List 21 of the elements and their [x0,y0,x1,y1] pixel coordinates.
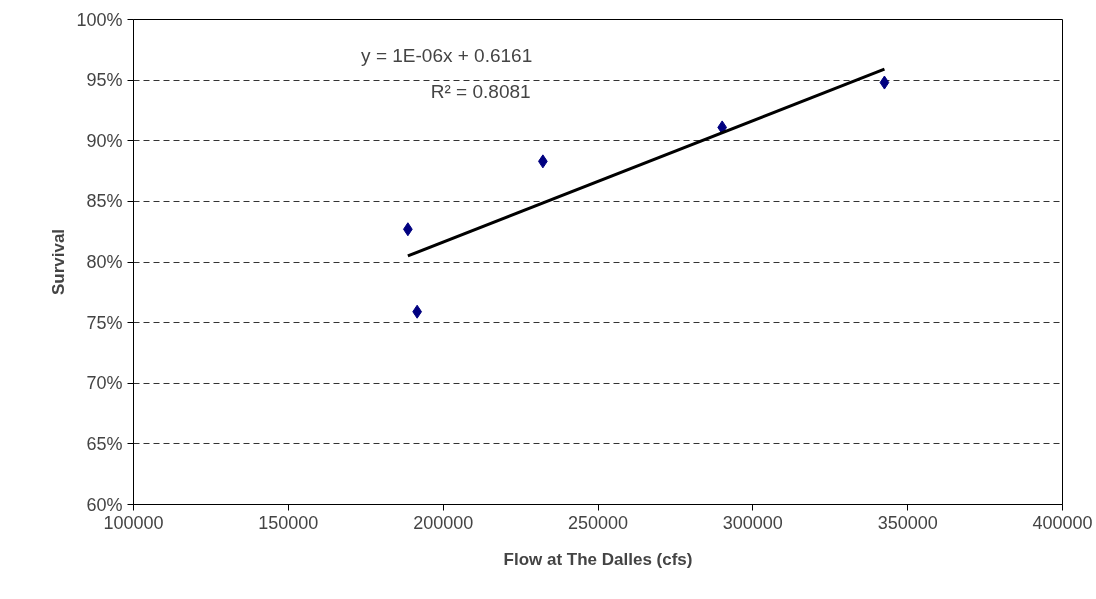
y-tick-label: 90% [86,130,123,151]
x-tick-label: 100000 [103,512,164,533]
y-tick-label: 75% [86,312,123,333]
x-tick-label: 200000 [413,512,474,533]
y-tick-label: 80% [86,252,123,272]
x-tick-label: 350000 [877,512,938,533]
y-tick-label: 85% [86,191,123,212]
annotation: R² = 0.8081 [430,80,531,102]
x-tick-label: 400000 [1032,512,1093,533]
y-tick-label: 100% [76,9,123,30]
y-tick-label: 60% [86,494,123,515]
annotation: y = 1E-06x + 0.6161 [361,44,533,66]
y-tick-label: 95% [86,70,123,91]
x-tick-label: 250000 [567,512,629,533]
x-tick-label: 300000 [722,512,783,533]
x-axis-title: Flow at The Dalles (cfs) [503,549,693,569]
x-tick-label: 150000 [258,512,319,533]
point [879,75,890,90]
y-tick-label: 70% [86,373,123,394]
y-axis-title: Survival [49,228,69,296]
y-tick-label: 65% [86,433,123,454]
